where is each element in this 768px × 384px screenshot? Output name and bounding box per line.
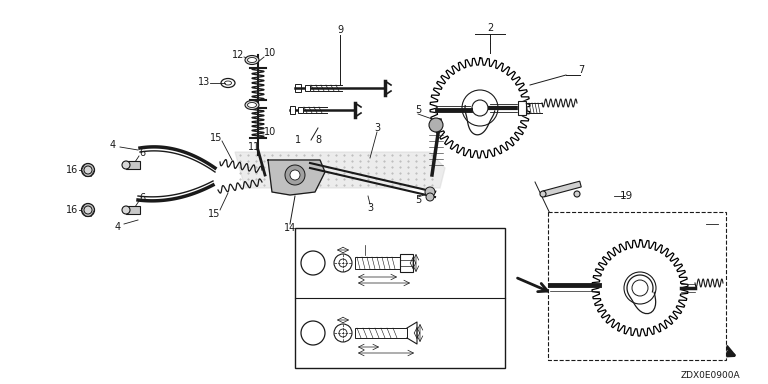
Ellipse shape [574,191,580,197]
Text: 5: 5 [415,105,421,115]
Text: 8: 8 [315,135,321,145]
Text: 13: 13 [198,77,210,87]
Ellipse shape [81,204,94,217]
Polygon shape [268,160,325,195]
Text: 19: 19 [418,328,424,338]
Text: 2: 2 [487,23,493,33]
Bar [355,328,407,338]
Text: 26: 26 [421,329,427,338]
Text: 7: 7 [715,215,721,225]
Text: 23: 23 [372,276,382,285]
Ellipse shape [245,56,259,65]
Text: 15: 15 [208,209,220,219]
Text: 10: 10 [264,127,276,137]
Text: 7: 7 [578,65,584,75]
Circle shape [632,280,648,296]
Text: 4.78: 4.78 [335,313,352,321]
Ellipse shape [84,206,92,214]
Text: 17: 17 [306,258,319,268]
Text: 9: 9 [337,25,343,35]
Bar [305,85,310,91]
Text: 19: 19 [619,191,633,201]
Bar [548,212,726,360]
Text: 5: 5 [340,243,346,252]
Text: 5: 5 [415,195,421,205]
Text: 12: 12 [232,50,244,60]
Text: 3: 3 [367,203,373,213]
Ellipse shape [540,191,546,197]
Text: 6: 6 [139,148,145,158]
Ellipse shape [245,101,259,109]
Circle shape [285,165,305,185]
Text: 6: 6 [139,193,145,203]
Circle shape [429,118,443,132]
Bar [355,257,400,269]
Text: 4: 4 [110,140,116,150]
Ellipse shape [247,58,257,63]
Text: 25: 25 [417,259,423,267]
Bar [295,228,505,368]
Bar [290,106,295,114]
Ellipse shape [247,103,257,108]
Text: 18: 18 [306,328,319,338]
Bar [295,84,301,92]
Ellipse shape [84,166,92,174]
Text: 20: 20 [414,258,420,267]
Text: 17: 17 [363,346,372,356]
Text: FR.: FR. [698,338,734,356]
Bar [518,101,526,115]
Text: M8: M8 [361,247,372,255]
Text: 1: 1 [295,135,301,145]
Ellipse shape [122,206,130,214]
Text: 81.4: 81.4 [376,283,392,293]
Bar [543,181,581,197]
Text: ZDX0E0900A: ZDX0E0900A [680,371,740,379]
Text: 11: 11 [248,142,260,152]
Polygon shape [235,152,445,188]
Circle shape [426,193,434,201]
Circle shape [290,170,300,180]
Text: 16: 16 [66,165,78,175]
Bar [126,161,140,169]
Ellipse shape [81,164,94,177]
Text: 16: 16 [66,205,78,215]
Bar [295,84,301,92]
Bar [298,107,303,113]
Text: 4: 4 [115,222,121,232]
Bar [126,206,140,214]
Bar [518,101,526,115]
Text: 15: 15 [210,133,222,143]
Circle shape [624,272,656,304]
Bar [400,254,413,272]
Text: 14: 14 [284,223,296,233]
Text: 10: 10 [264,48,276,58]
Ellipse shape [122,161,130,169]
Circle shape [425,187,435,197]
Text: 100.4: 100.4 [375,354,397,362]
Text: 3: 3 [374,123,380,133]
